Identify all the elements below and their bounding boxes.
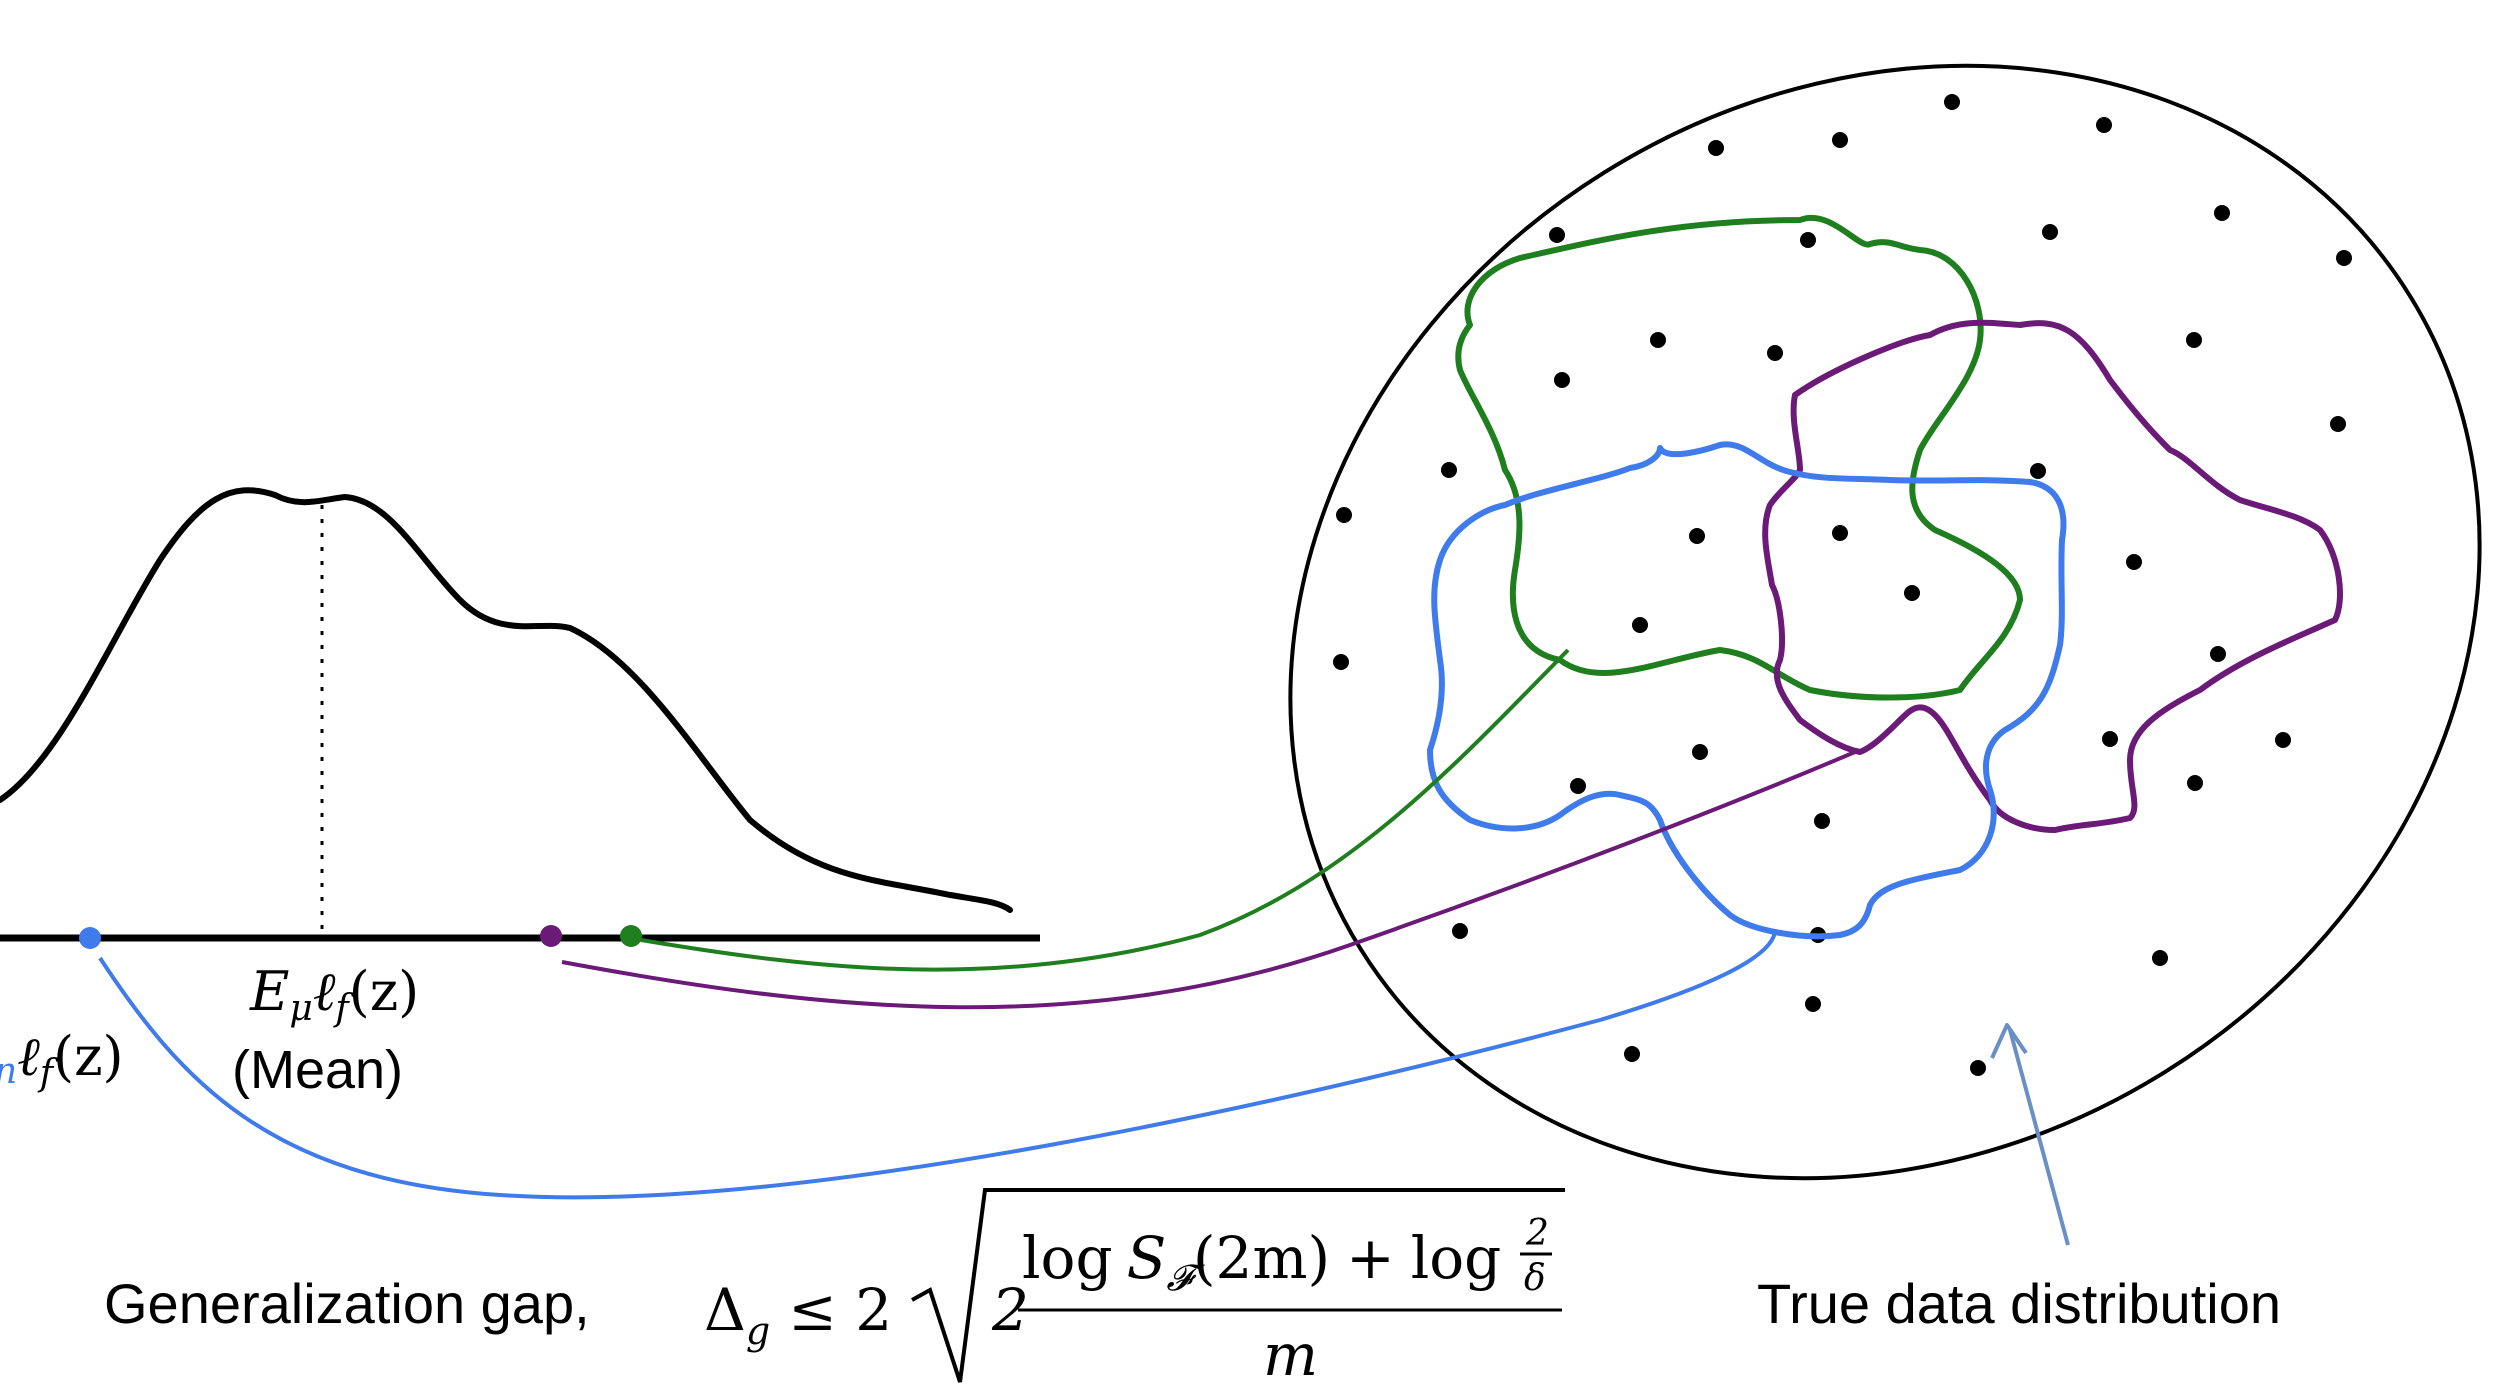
data-point xyxy=(1767,345,1783,361)
data-point xyxy=(1904,585,1920,601)
formula-denominator: m xyxy=(1263,1321,1318,1389)
green-connector xyxy=(640,648,1570,972)
data-point xyxy=(2096,117,2112,133)
mean-word: (Mean) xyxy=(232,1040,403,1100)
data-point xyxy=(2275,732,2291,748)
blue-sample-region xyxy=(1427,441,2067,940)
data-point xyxy=(1549,227,1565,243)
mean-label: Eμℓf(z) xyxy=(249,960,419,1029)
data-point xyxy=(2186,332,2202,348)
sample-point-green xyxy=(620,925,642,947)
data-point xyxy=(2330,416,2346,432)
data-point xyxy=(1632,617,1648,633)
generalization-gap-label: Generalization gap, xyxy=(104,1272,590,1335)
green-sample-region xyxy=(1455,214,2023,701)
data-point xyxy=(2214,205,2230,221)
sample-point-purple xyxy=(540,925,562,947)
blue-connector xyxy=(98,931,1777,1200)
data-point xyxy=(1624,1046,1640,1062)
data-point xyxy=(1441,462,1457,478)
data-point xyxy=(2042,224,2058,240)
true-distribution-arrow xyxy=(2008,1029,2070,1246)
data-point xyxy=(2210,646,2226,662)
data-point xyxy=(1800,232,1816,248)
data-point xyxy=(1650,332,1666,348)
data-point xyxy=(2030,463,2046,479)
formula-small-frac-den: δ xyxy=(1524,1258,1546,1299)
formula-small-frac-num: 2 xyxy=(1525,1213,1549,1254)
true-distribution-ellipse xyxy=(1288,63,2482,1181)
arrowhead-icon xyxy=(1990,1023,2028,1059)
empirical-mean-point-blue xyxy=(79,927,101,949)
data-point xyxy=(1708,140,1724,156)
data-point xyxy=(1805,996,1821,1012)
data-point xyxy=(1336,507,1352,523)
generalization-bound-formula: Δg ≤ 2 2 log S𝓕(2m) + log 2 δ m xyxy=(704,1188,1565,1389)
formula-lhs: Δg ≤ 2 xyxy=(704,1276,892,1353)
data-point xyxy=(1452,923,1468,939)
purple-sample-region xyxy=(1762,319,2343,833)
data-point xyxy=(1814,813,1830,829)
data-point xyxy=(1832,132,1848,148)
data-point xyxy=(2336,250,2352,266)
data-points xyxy=(1333,94,2352,1076)
empirical-mean-label: nℓf(z) xyxy=(0,1025,124,1094)
loss-density-curve xyxy=(0,487,1013,913)
data-point xyxy=(1333,654,1349,670)
data-point xyxy=(1832,525,1848,541)
data-point xyxy=(2126,554,2142,570)
data-point xyxy=(2152,950,2168,966)
formula-numerator: log S𝓕(2m) + log xyxy=(1022,1224,1501,1299)
data-point xyxy=(1554,372,1570,388)
data-point xyxy=(2187,775,2203,791)
sqrt-sign xyxy=(911,1188,1565,1383)
true-distribution-label: True data distribution xyxy=(1757,1272,2281,1335)
data-point xyxy=(1970,1060,1986,1076)
data-point xyxy=(1944,94,1960,110)
purple-connector xyxy=(561,750,1856,1010)
data-point xyxy=(2102,731,2118,747)
data-point xyxy=(1570,778,1586,794)
data-point xyxy=(1692,744,1708,760)
data-point xyxy=(1689,528,1705,544)
